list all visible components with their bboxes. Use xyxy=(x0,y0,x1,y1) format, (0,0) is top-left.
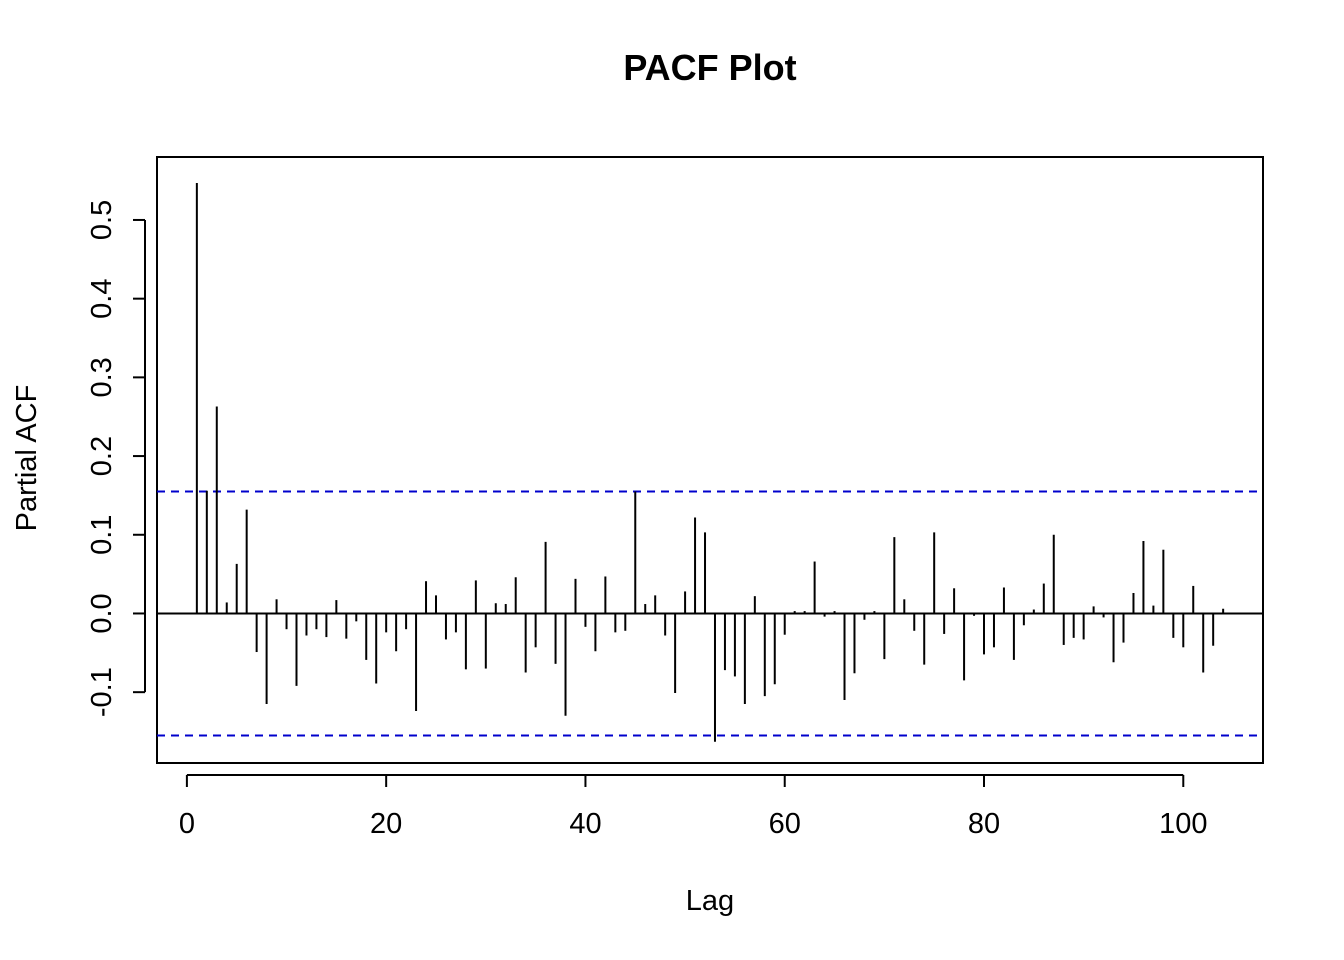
y-tick-label: 0.4 xyxy=(86,278,118,318)
plot-frame xyxy=(156,156,1264,764)
x-tick-label: 20 xyxy=(370,808,402,840)
y-axis: -0.1 0.0 0.1 0.2 0.3 0.4 0.5 xyxy=(86,200,146,717)
y-tick-label: 0.5 xyxy=(86,200,118,240)
pacf-bars xyxy=(195,182,1225,742)
x-tick-label: 0 xyxy=(179,808,195,840)
y-axis-label: Partial ACF xyxy=(11,385,43,532)
confidence-bounds xyxy=(157,490,1263,737)
y-tick-label: 0.2 xyxy=(86,436,118,476)
x-axis-label: Lag xyxy=(686,885,734,917)
y-tick-label: 0.1 xyxy=(86,515,118,555)
x-tick-label: 80 xyxy=(968,808,1000,840)
y-tick-label: -0.1 xyxy=(86,667,118,717)
x-axis: 0 20 40 60 80 100 xyxy=(179,774,1207,840)
x-tick-label: 40 xyxy=(569,808,601,840)
x-tick-label: 60 xyxy=(769,808,801,840)
y-tick-label: 0.3 xyxy=(86,357,118,397)
x-tick-label: 100 xyxy=(1159,808,1207,840)
y-tick-label: 0.0 xyxy=(86,593,118,633)
chart-title: PACF Plot xyxy=(623,47,796,88)
